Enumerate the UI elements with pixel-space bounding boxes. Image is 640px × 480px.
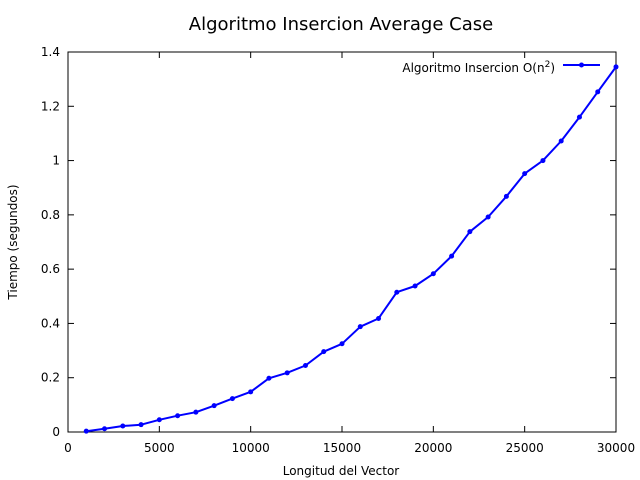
axes [67,51,617,433]
y-tick-label: 1.4 [41,45,60,59]
data-point [211,403,217,409]
data-point [357,324,363,330]
y-tick-label: 1.2 [41,99,60,113]
data-point [284,370,290,376]
data-point [576,114,582,120]
x-tick-label: 0 [64,441,72,455]
legend-label: Algoritmo Insercion O(n2) [402,60,555,75]
data-point [321,349,327,355]
plot-frame [67,51,617,433]
series [83,64,619,434]
data-point [266,375,272,381]
data-point [522,171,528,177]
x-tick-label: 25000 [506,441,544,455]
data-point [229,396,235,402]
y-tick-label: 0 [52,425,60,439]
data-point [120,423,126,429]
data-point [83,428,89,434]
legend-marker [579,62,584,68]
data-point [412,283,418,289]
chart-title: Algoritmo Insercion Average Case [189,14,493,35]
ticks: 0 5000 10000 15000 20000 25000 30000 0 0.2 0.4 0.6… [41,45,635,455]
x-tick-label: 5000 [144,441,175,455]
y-tick-label: 0.4 [41,316,60,330]
data-point [175,413,181,419]
y-tick-label: 0.6 [41,262,60,276]
x-tick-label: 15000 [323,441,361,455]
data-point [394,289,400,295]
y-tick-label: 1 [52,154,60,168]
data-point [193,409,199,415]
legend: Algoritmo Insercion O(n2) [402,60,600,75]
data-point [248,389,254,395]
y-tick-label: 0.8 [41,208,60,222]
x-axis-label: Longitud del Vector [283,464,400,478]
data-point [156,417,162,423]
data-point [613,64,619,70]
data-point [485,214,491,220]
data-point [339,341,345,347]
data-point [302,363,308,368]
data-point [540,158,546,164]
data-point [449,253,455,259]
data-point [503,193,509,199]
data-point [558,138,564,144]
x-tick-label: 30000 [597,441,635,455]
data-point [430,271,436,277]
data-point [595,89,601,95]
data-point [376,316,382,322]
x-tick-label: 10000 [232,441,270,455]
data-point [467,229,473,235]
series-line [86,66,617,433]
x-tick-label: 20000 [414,441,452,455]
y-tick-label: 0.2 [41,371,60,385]
data-point [138,422,144,428]
y-axis-label: Tiempo (segundos) [6,184,20,300]
data-point [102,426,108,432]
